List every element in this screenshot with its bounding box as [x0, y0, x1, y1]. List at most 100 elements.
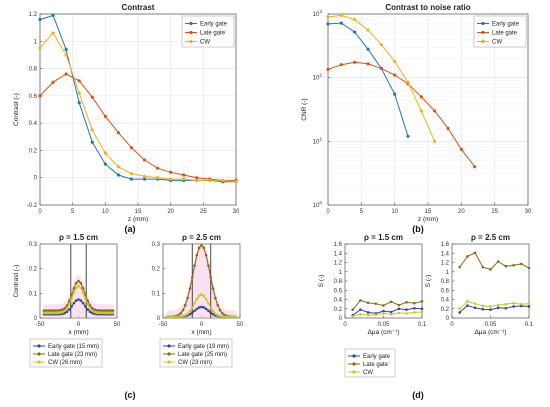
data-point [167, 315, 171, 319]
data-point [211, 313, 215, 316]
y-tick-label: 102 [313, 73, 323, 82]
data-point [339, 63, 343, 67]
data-point [107, 309, 110, 312]
panel-label-c: (c) [125, 390, 136, 400]
data-point [200, 305, 203, 309]
data-point [65, 310, 69, 314]
y-tick-label: 0.6 [29, 94, 38, 100]
data-point [67, 308, 71, 311]
x-tick-label: -50 [159, 322, 168, 328]
x-tick-label: 30 [233, 209, 240, 215]
panel-title: Contrast to noise ratio [385, 3, 470, 12]
x-tick-label: 0.1 [525, 322, 534, 328]
data-point [186, 312, 189, 316]
data-point [379, 66, 383, 70]
data-point [179, 311, 183, 315]
data-point [190, 311, 194, 315]
panel-title: ρ = 1.5 cm [59, 233, 98, 242]
panel-title: Contrast [122, 3, 155, 12]
data-point [389, 310, 393, 314]
data-point [200, 243, 203, 247]
data-point [389, 313, 393, 316]
data-point [326, 22, 330, 26]
data-point [397, 307, 401, 311]
panel-label-a: (a) [125, 224, 136, 234]
data-point [458, 265, 462, 269]
data-point [489, 305, 492, 308]
x-tick-label: 0 [343, 322, 347, 328]
error-band [166, 244, 237, 318]
data-point [181, 308, 185, 312]
data-point [77, 284, 80, 288]
y-tick-label: 0.4 [334, 298, 343, 304]
data-point [64, 72, 68, 76]
y-tick-label: 1.4 [334, 251, 343, 257]
data-point [204, 297, 208, 301]
data-point [79, 299, 83, 302]
data-point [129, 146, 134, 150]
y-tick-label: 0.3 [152, 242, 161, 248]
x-tick-label: 10 [102, 209, 109, 215]
data-point [84, 305, 87, 308]
data-point [193, 302, 196, 305]
data-point [51, 309, 55, 312]
x-axis-label: x (mm) [68, 329, 88, 336]
x-tick-label: 0.05 [485, 322, 497, 328]
data-point [433, 109, 437, 113]
data-point [186, 296, 189, 300]
x-axis-label: x (mm) [191, 329, 211, 336]
data-point [459, 147, 463, 151]
data-point [214, 312, 217, 316]
data-point [420, 307, 424, 311]
data-point [366, 313, 370, 317]
y-tick-label: 100 [313, 200, 323, 209]
data-point [91, 309, 94, 313]
data-point [61, 308, 64, 311]
data-point [473, 165, 477, 169]
series-line-cw [459, 300, 530, 310]
y-tick-label: 1 [446, 270, 450, 276]
x-tick-label: 5 [71, 209, 75, 215]
data-point [527, 305, 531, 308]
y-tick-label: 0.8 [441, 279, 450, 285]
data-point [366, 311, 370, 314]
data-point [104, 311, 108, 315]
data-point [496, 260, 500, 263]
data-point [56, 309, 60, 312]
data-point [72, 291, 76, 294]
legend-marker [37, 360, 41, 364]
data-point [169, 177, 173, 181]
data-point [393, 92, 397, 96]
y-tick-label: 1.2 [334, 261, 343, 267]
data-point [413, 306, 416, 310]
legend-entry: CW (26 mm) [48, 360, 82, 366]
data-point [109, 309, 113, 312]
data-point [184, 303, 187, 307]
data-point [202, 246, 206, 250]
data-point [374, 313, 378, 317]
legend-entry: CW [200, 40, 210, 46]
data-point [197, 246, 201, 250]
data-point [520, 304, 523, 308]
series-line-late-gate [352, 299, 423, 311]
data-point [182, 173, 186, 177]
y-tick-label: 1.6 [441, 242, 450, 248]
panel-label-b: (b) [412, 224, 424, 234]
data-point [211, 287, 215, 290]
y-tick-label: 0.8 [29, 67, 38, 73]
x-axis-label: z (mm) [418, 216, 438, 223]
data-point [64, 47, 68, 52]
legend-entry: Early gate (15 mm) [48, 344, 99, 350]
data-point [58, 308, 62, 312]
data-point [129, 172, 134, 176]
y-tick-label: 0.4 [441, 298, 450, 304]
data-point [111, 309, 115, 312]
data-point [79, 286, 83, 290]
data-point [512, 301, 515, 305]
data-point [74, 281, 78, 285]
x-tick-label: 0.05 [378, 322, 390, 328]
legend-entry: Late gate [363, 362, 389, 368]
data-point [74, 286, 78, 290]
data-point [177, 315, 180, 318]
data-point [382, 312, 385, 315]
